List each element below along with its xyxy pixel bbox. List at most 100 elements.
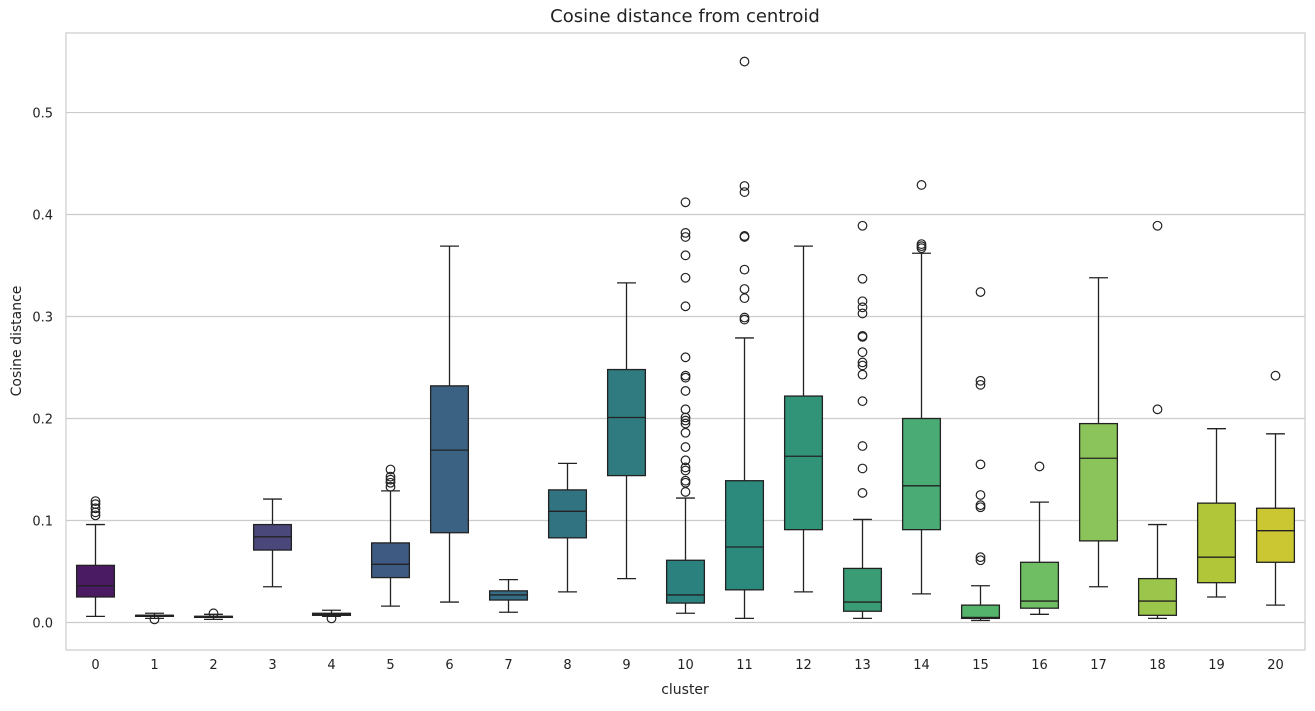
x-tick-label: 3 xyxy=(268,658,276,673)
box-iqr xyxy=(1137,577,1178,616)
x-tick-label: 17 xyxy=(1090,658,1107,673)
outlier-point xyxy=(90,503,101,514)
box-iqr xyxy=(370,542,411,579)
outlier-point xyxy=(975,287,986,297)
outlier-point xyxy=(857,357,868,368)
outlier-point xyxy=(90,496,101,507)
box-cluster-1 xyxy=(134,612,175,625)
box-iqr xyxy=(75,564,116,598)
outlier-point xyxy=(739,187,750,197)
outlier-point xyxy=(385,474,396,485)
outlier-point xyxy=(680,404,691,415)
box-iqr xyxy=(724,480,765,591)
outlier-point xyxy=(149,614,160,625)
outlier-point xyxy=(857,330,868,341)
x-tick-label: 1 xyxy=(150,658,158,673)
box-cluster-17 xyxy=(1078,277,1119,588)
box-cluster-15 xyxy=(960,287,1001,622)
outlier-point xyxy=(680,370,691,381)
box-cluster-7 xyxy=(488,578,529,613)
outlier-point xyxy=(857,220,868,231)
x-tick-label: 13 xyxy=(854,658,871,673)
box-cluster-3 xyxy=(252,498,293,588)
outlier-point xyxy=(680,272,691,283)
outlier-point xyxy=(680,232,691,242)
x-tick-label: 19 xyxy=(1208,658,1225,673)
y-tick-label: 0.4 xyxy=(32,209,53,224)
outlier-point xyxy=(90,510,101,521)
outlier-point xyxy=(857,347,868,358)
outlier-point xyxy=(680,197,691,208)
outlier-point xyxy=(385,471,396,482)
box-iqr xyxy=(842,567,883,612)
x-tick-label: 12 xyxy=(795,658,812,673)
outlier-point xyxy=(916,239,927,250)
outlier-point xyxy=(680,415,691,426)
box-iqr xyxy=(1196,502,1237,584)
outlier-point xyxy=(680,462,691,473)
boxes xyxy=(75,56,1296,625)
outlier-point xyxy=(975,500,986,511)
box-iqr xyxy=(960,604,1001,620)
plot-frame xyxy=(65,32,1306,651)
outlier-point xyxy=(975,555,986,566)
x-tick-label: 20 xyxy=(1267,658,1284,673)
y-tick-label: 0.3 xyxy=(32,311,53,326)
outlier-point xyxy=(385,477,396,488)
outlier-point xyxy=(680,477,691,488)
outlier-point xyxy=(916,241,927,252)
y-tick-label: 0.0 xyxy=(32,616,53,631)
outlier-point xyxy=(680,386,691,396)
x-tick-label: 6 xyxy=(445,658,453,673)
outlier-point xyxy=(680,301,691,312)
outlier-point xyxy=(739,181,750,191)
outlier-point xyxy=(385,464,396,475)
y-axis-label: Cosine distance xyxy=(9,286,25,397)
box-iqr xyxy=(429,385,470,534)
box-cluster-5 xyxy=(370,464,411,607)
outlier-point xyxy=(680,427,691,438)
x-tick-label: 8 xyxy=(563,658,571,673)
outlier-point xyxy=(857,296,868,307)
y-tick-labels: 0.0 0.1 0.2 0.3 0.4 0.5 xyxy=(32,107,53,632)
outlier-point xyxy=(739,284,750,294)
outlier-point xyxy=(857,302,868,313)
outlier-point xyxy=(680,372,691,383)
outlier-point xyxy=(739,231,750,241)
x-tick-labels: 0 1 2 3 4 5 6 7 8 9 10 11 12 13 14 15 16 17 18 19 20 xyxy=(91,658,1283,673)
outlier-point xyxy=(680,465,691,476)
outlier-point xyxy=(680,250,691,261)
outlier-point xyxy=(208,608,219,619)
outlier-point xyxy=(680,475,691,486)
outlier-point xyxy=(90,499,101,510)
box-iqr xyxy=(783,395,824,531)
outlier-point xyxy=(857,396,868,407)
x-tick-label: 5 xyxy=(386,658,394,673)
y-tick-label: 0.2 xyxy=(32,412,53,427)
outlier-point xyxy=(385,481,396,492)
outlier-point xyxy=(680,352,691,363)
box-cluster-9 xyxy=(606,282,647,580)
box-cluster-2 xyxy=(193,608,234,621)
x-tick-label: 15 xyxy=(972,658,989,673)
box-cluster-13 xyxy=(842,220,883,620)
box-cluster-8 xyxy=(547,462,588,593)
outlier-point xyxy=(857,488,868,498)
box-cluster-0 xyxy=(75,496,116,617)
outlier-point xyxy=(680,487,691,497)
box-iqr xyxy=(547,489,588,539)
box-cluster-12 xyxy=(783,245,824,593)
x-tick-label: 0 xyxy=(91,658,99,673)
outlier-point xyxy=(916,180,927,190)
outlier-point xyxy=(975,490,986,500)
outlier-point xyxy=(680,418,691,429)
box-cluster-10 xyxy=(665,197,706,614)
outlier-point xyxy=(739,293,750,304)
box-iqr xyxy=(901,417,942,531)
x-axis-label: cluster xyxy=(661,682,709,698)
outlier-point xyxy=(975,459,986,470)
box-cluster-19 xyxy=(1196,428,1237,598)
y-tick-label: 0.1 xyxy=(32,514,53,529)
outlier-point xyxy=(975,379,986,390)
box-cluster-4 xyxy=(311,609,352,624)
